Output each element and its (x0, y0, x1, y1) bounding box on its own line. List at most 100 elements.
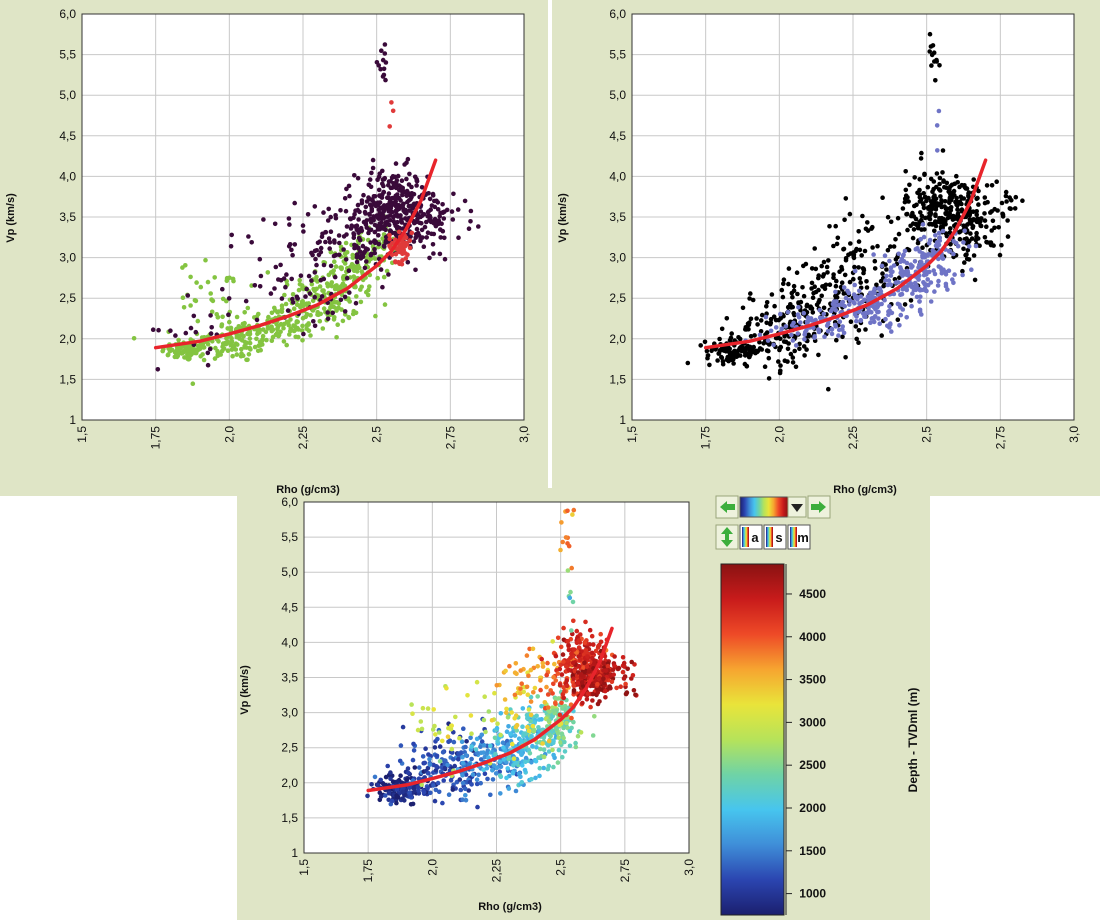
data-point (938, 194, 943, 199)
data-point (590, 733, 596, 738)
y-tick-label: 1,5 (609, 372, 626, 386)
data-point (508, 731, 513, 737)
y-tick-label: 3,0 (609, 251, 626, 265)
data-point (393, 251, 399, 257)
data-point (462, 198, 468, 204)
data-point (566, 667, 572, 673)
data-point (884, 273, 889, 279)
data-point (851, 276, 856, 282)
button-s[interactable]: s (763, 524, 787, 550)
data-point (249, 240, 254, 245)
data-point (565, 568, 571, 573)
data-point (922, 194, 928, 200)
data-point (553, 701, 558, 707)
data-point (851, 292, 857, 297)
chevron-down-icon[interactable] (787, 496, 807, 518)
data-point (362, 249, 368, 255)
data-point (997, 252, 1003, 258)
data-point (569, 715, 574, 721)
data-point (184, 344, 189, 350)
data-point (497, 769, 503, 774)
data-point (742, 353, 748, 358)
data-point (982, 211, 987, 216)
data-point (312, 270, 318, 275)
data-point (847, 211, 853, 217)
data-point (378, 777, 384, 783)
data-point (870, 245, 875, 250)
data-point (382, 51, 388, 56)
data-point (300, 223, 306, 228)
data-point (753, 350, 758, 356)
data-point (523, 755, 529, 761)
data-point (160, 348, 165, 354)
data-point (984, 224, 989, 229)
data-point (390, 174, 396, 179)
data-point (795, 331, 801, 336)
data-point (879, 333, 884, 338)
data-point (752, 333, 757, 338)
data-point (781, 277, 787, 283)
data-point (719, 354, 724, 360)
data-point (528, 712, 534, 718)
arrow-left-icon[interactable] (715, 495, 739, 519)
button-a[interactable]: a (739, 524, 763, 550)
data-point (971, 177, 976, 182)
data-point (745, 324, 750, 330)
y-tick-label: 2,0 (281, 776, 298, 790)
data-point (265, 270, 271, 275)
y-tick-label: 6,0 (609, 7, 626, 21)
data-point (780, 294, 786, 300)
data-point (886, 278, 892, 283)
data-point (773, 317, 779, 323)
data-point (910, 264, 915, 269)
data-point (724, 316, 730, 321)
data-point (999, 200, 1005, 206)
data-point (181, 305, 187, 310)
data-point (605, 663, 611, 669)
data-point (337, 252, 342, 258)
data-point (539, 717, 544, 722)
data-point (338, 265, 343, 270)
arrow-updown-icon[interactable] (715, 524, 739, 550)
data-point (947, 249, 952, 254)
data-point (888, 265, 894, 271)
data-point (228, 325, 234, 331)
data-point (576, 638, 582, 643)
y-tick-label: 4,0 (59, 169, 76, 183)
data-point (490, 777, 496, 782)
data-point (834, 241, 840, 247)
arrow-right-icon[interactable] (807, 495, 831, 519)
data-point (469, 756, 474, 762)
button-m[interactable]: m (787, 524, 811, 550)
data-point (304, 286, 310, 292)
data-point (560, 704, 565, 709)
scatter-plot-top-right: 11,52,02,53,03,54,04,55,05,56,01,5 1,75 2,… (557, 7, 1081, 496)
data-point (315, 312, 320, 317)
data-point (338, 297, 344, 303)
data-point (404, 242, 410, 247)
data-point (762, 364, 768, 370)
data-point (927, 49, 932, 54)
data-point (764, 330, 770, 335)
data-point (460, 797, 465, 802)
data-point (464, 739, 469, 744)
data-point (466, 226, 472, 231)
data-point (540, 664, 546, 669)
data-point (400, 724, 406, 730)
data-point (698, 343, 703, 348)
data-point (463, 797, 469, 803)
data-point (564, 720, 569, 726)
data-point (918, 236, 923, 242)
data-point (961, 223, 966, 228)
y-tick-label: 3,0 (59, 251, 76, 265)
data-point (907, 182, 912, 188)
data-point (460, 754, 465, 760)
data-point (920, 222, 926, 227)
data-point (328, 229, 334, 234)
data-point (812, 334, 817, 339)
data-point (392, 195, 397, 201)
data-point (359, 200, 365, 206)
data-point (831, 243, 836, 249)
color-ramp-icon[interactable] (739, 496, 789, 518)
data-point (462, 786, 468, 792)
